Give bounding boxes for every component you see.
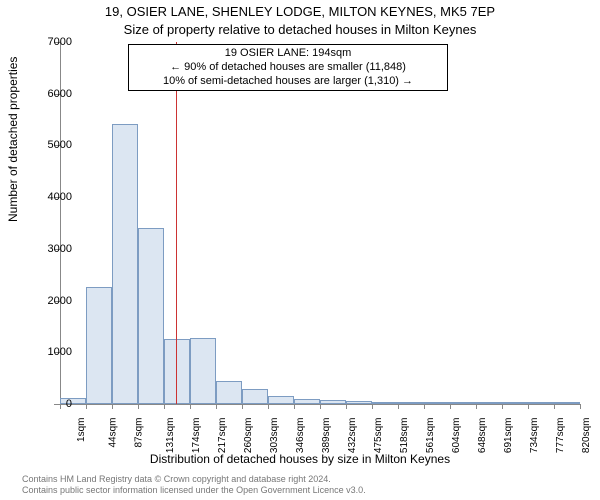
y-axis-label: Number of detached properties — [6, 57, 20, 222]
footer-line-1: Contains HM Land Registry data © Crown c… — [22, 474, 366, 485]
histogram-bar — [450, 402, 476, 404]
x-tick-label: 604sqm — [451, 418, 462, 454]
histogram-bar — [190, 338, 216, 404]
histogram-bar — [294, 399, 320, 404]
annotation-box: 19 OSIER LANE: 194sqm ← 90% of detached … — [128, 44, 448, 91]
x-tick — [112, 404, 113, 409]
x-tick-label: 217sqm — [217, 418, 228, 454]
x-tick-label: 475sqm — [373, 418, 384, 454]
x-tick-label: 777sqm — [555, 418, 566, 454]
x-tick — [190, 404, 191, 409]
x-axis-label: Distribution of detached houses by size … — [0, 452, 600, 466]
histogram-bar — [476, 402, 502, 404]
x-tick — [528, 404, 529, 409]
plot-area — [60, 42, 580, 405]
x-tick — [580, 404, 581, 409]
annotation-line-3: 10% of semi-detached houses are larger (… — [133, 75, 443, 89]
y-tick-label: 7000 — [32, 36, 72, 48]
x-tick — [346, 404, 347, 409]
x-tick — [86, 404, 87, 409]
chart-container: 19, OSIER LANE, SHENLEY LODGE, MILTON KE… — [0, 0, 600, 500]
x-tick — [138, 404, 139, 409]
x-tick-label: 432sqm — [347, 418, 358, 454]
x-tick-label: 691sqm — [503, 418, 514, 454]
annotation-line-2: ← 90% of detached houses are smaller (11… — [133, 61, 443, 75]
x-tick-label: 648sqm — [477, 418, 488, 454]
y-tick-label: 6000 — [32, 88, 72, 100]
histogram-bar — [502, 402, 528, 404]
x-tick-label: 174sqm — [191, 418, 202, 454]
x-tick-label: 820sqm — [581, 418, 592, 454]
histogram-bar — [268, 396, 294, 404]
y-tick-label: 0 — [32, 398, 72, 410]
x-tick-label: 303sqm — [269, 418, 280, 454]
histogram-bar — [86, 287, 112, 404]
y-tick-label: 4000 — [32, 191, 72, 203]
x-tick-label: 389sqm — [321, 418, 332, 454]
histogram-bar — [320, 400, 346, 404]
title-main: 19, OSIER LANE, SHENLEY LODGE, MILTON KE… — [0, 4, 600, 19]
histogram-bar — [528, 402, 554, 404]
x-tick-label: 260sqm — [243, 418, 254, 454]
x-tick — [242, 404, 243, 409]
x-tick — [502, 404, 503, 409]
footer-credit: Contains HM Land Registry data © Crown c… — [22, 474, 366, 496]
y-tick-label: 5000 — [32, 139, 72, 151]
histogram-bar — [398, 402, 424, 404]
histogram-bar — [554, 402, 580, 404]
x-tick — [320, 404, 321, 409]
x-tick-label: 346sqm — [295, 418, 306, 454]
x-tick — [398, 404, 399, 409]
x-tick-label: 734sqm — [529, 418, 540, 454]
x-tick-label: 518sqm — [399, 418, 410, 454]
x-tick — [372, 404, 373, 409]
histogram-bar — [216, 381, 242, 404]
histogram-bar — [242, 389, 268, 405]
footer-line-2: Contains public sector information licen… — [22, 485, 366, 496]
x-tick — [164, 404, 165, 409]
x-tick — [476, 404, 477, 409]
histogram-bar — [372, 402, 398, 404]
x-tick-label: 1sqm — [76, 418, 87, 442]
histogram-bar — [424, 402, 450, 404]
y-tick-label: 1000 — [32, 346, 72, 358]
x-tick — [450, 404, 451, 409]
x-tick — [216, 404, 217, 409]
x-tick-label: 131sqm — [165, 418, 176, 454]
y-tick-label: 2000 — [32, 295, 72, 307]
title-sub: Size of property relative to detached ho… — [0, 22, 600, 37]
x-tick-label: 561sqm — [425, 418, 436, 454]
histogram-bar — [138, 228, 164, 404]
x-tick — [294, 404, 295, 409]
histogram-bar — [346, 401, 372, 404]
x-tick-label: 87sqm — [134, 418, 145, 448]
x-tick — [268, 404, 269, 409]
reference-line — [176, 42, 177, 404]
x-tick-label: 44sqm — [108, 418, 119, 448]
x-tick — [554, 404, 555, 409]
y-tick-label: 3000 — [32, 243, 72, 255]
annotation-line-1: 19 OSIER LANE: 194sqm — [133, 47, 443, 61]
histogram-bar — [112, 124, 138, 404]
x-tick — [424, 404, 425, 409]
